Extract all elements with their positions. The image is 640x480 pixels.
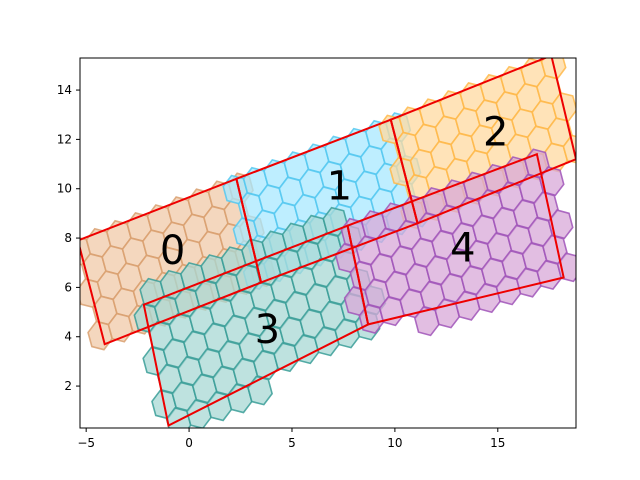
- region-3-hexagons: [133, 206, 387, 428]
- x-tick-label: −5: [77, 436, 95, 450]
- region-outline-layer: [80, 58, 576, 428]
- region-1-label: 1: [327, 164, 352, 210]
- region-4-label: 4: [450, 225, 475, 271]
- y-tick-label: 12: [57, 132, 72, 146]
- hexagon: [247, 375, 273, 406]
- hexagon-layer: [80, 58, 576, 428]
- x-axis: −5 0 5 10 15: [77, 428, 505, 450]
- region-2-label: 2: [483, 110, 508, 156]
- y-tick-label: 4: [64, 330, 72, 344]
- region-label-layer: 0 1 2 3 4: [160, 110, 509, 353]
- x-tick-label: 5: [288, 436, 296, 450]
- y-axis: 2 4 6 8 10 12 14: [57, 83, 80, 393]
- x-tick-label: 0: [185, 436, 193, 450]
- region-0-label: 0: [160, 228, 185, 274]
- y-tick-label: 6: [64, 280, 72, 294]
- y-tick-label: 10: [57, 182, 72, 196]
- plot-frame: [79, 57, 577, 429]
- x-tick-label: 15: [490, 436, 505, 450]
- y-tick-label: 8: [64, 231, 72, 245]
- y-tick-label: 2: [64, 379, 72, 393]
- x-tick-label: 10: [387, 436, 402, 450]
- y-tick-label: 14: [57, 83, 72, 97]
- region-2-outline: [389, 58, 576, 225]
- region-3-label: 3: [255, 307, 280, 353]
- region-4-outline: [346, 152, 565, 326]
